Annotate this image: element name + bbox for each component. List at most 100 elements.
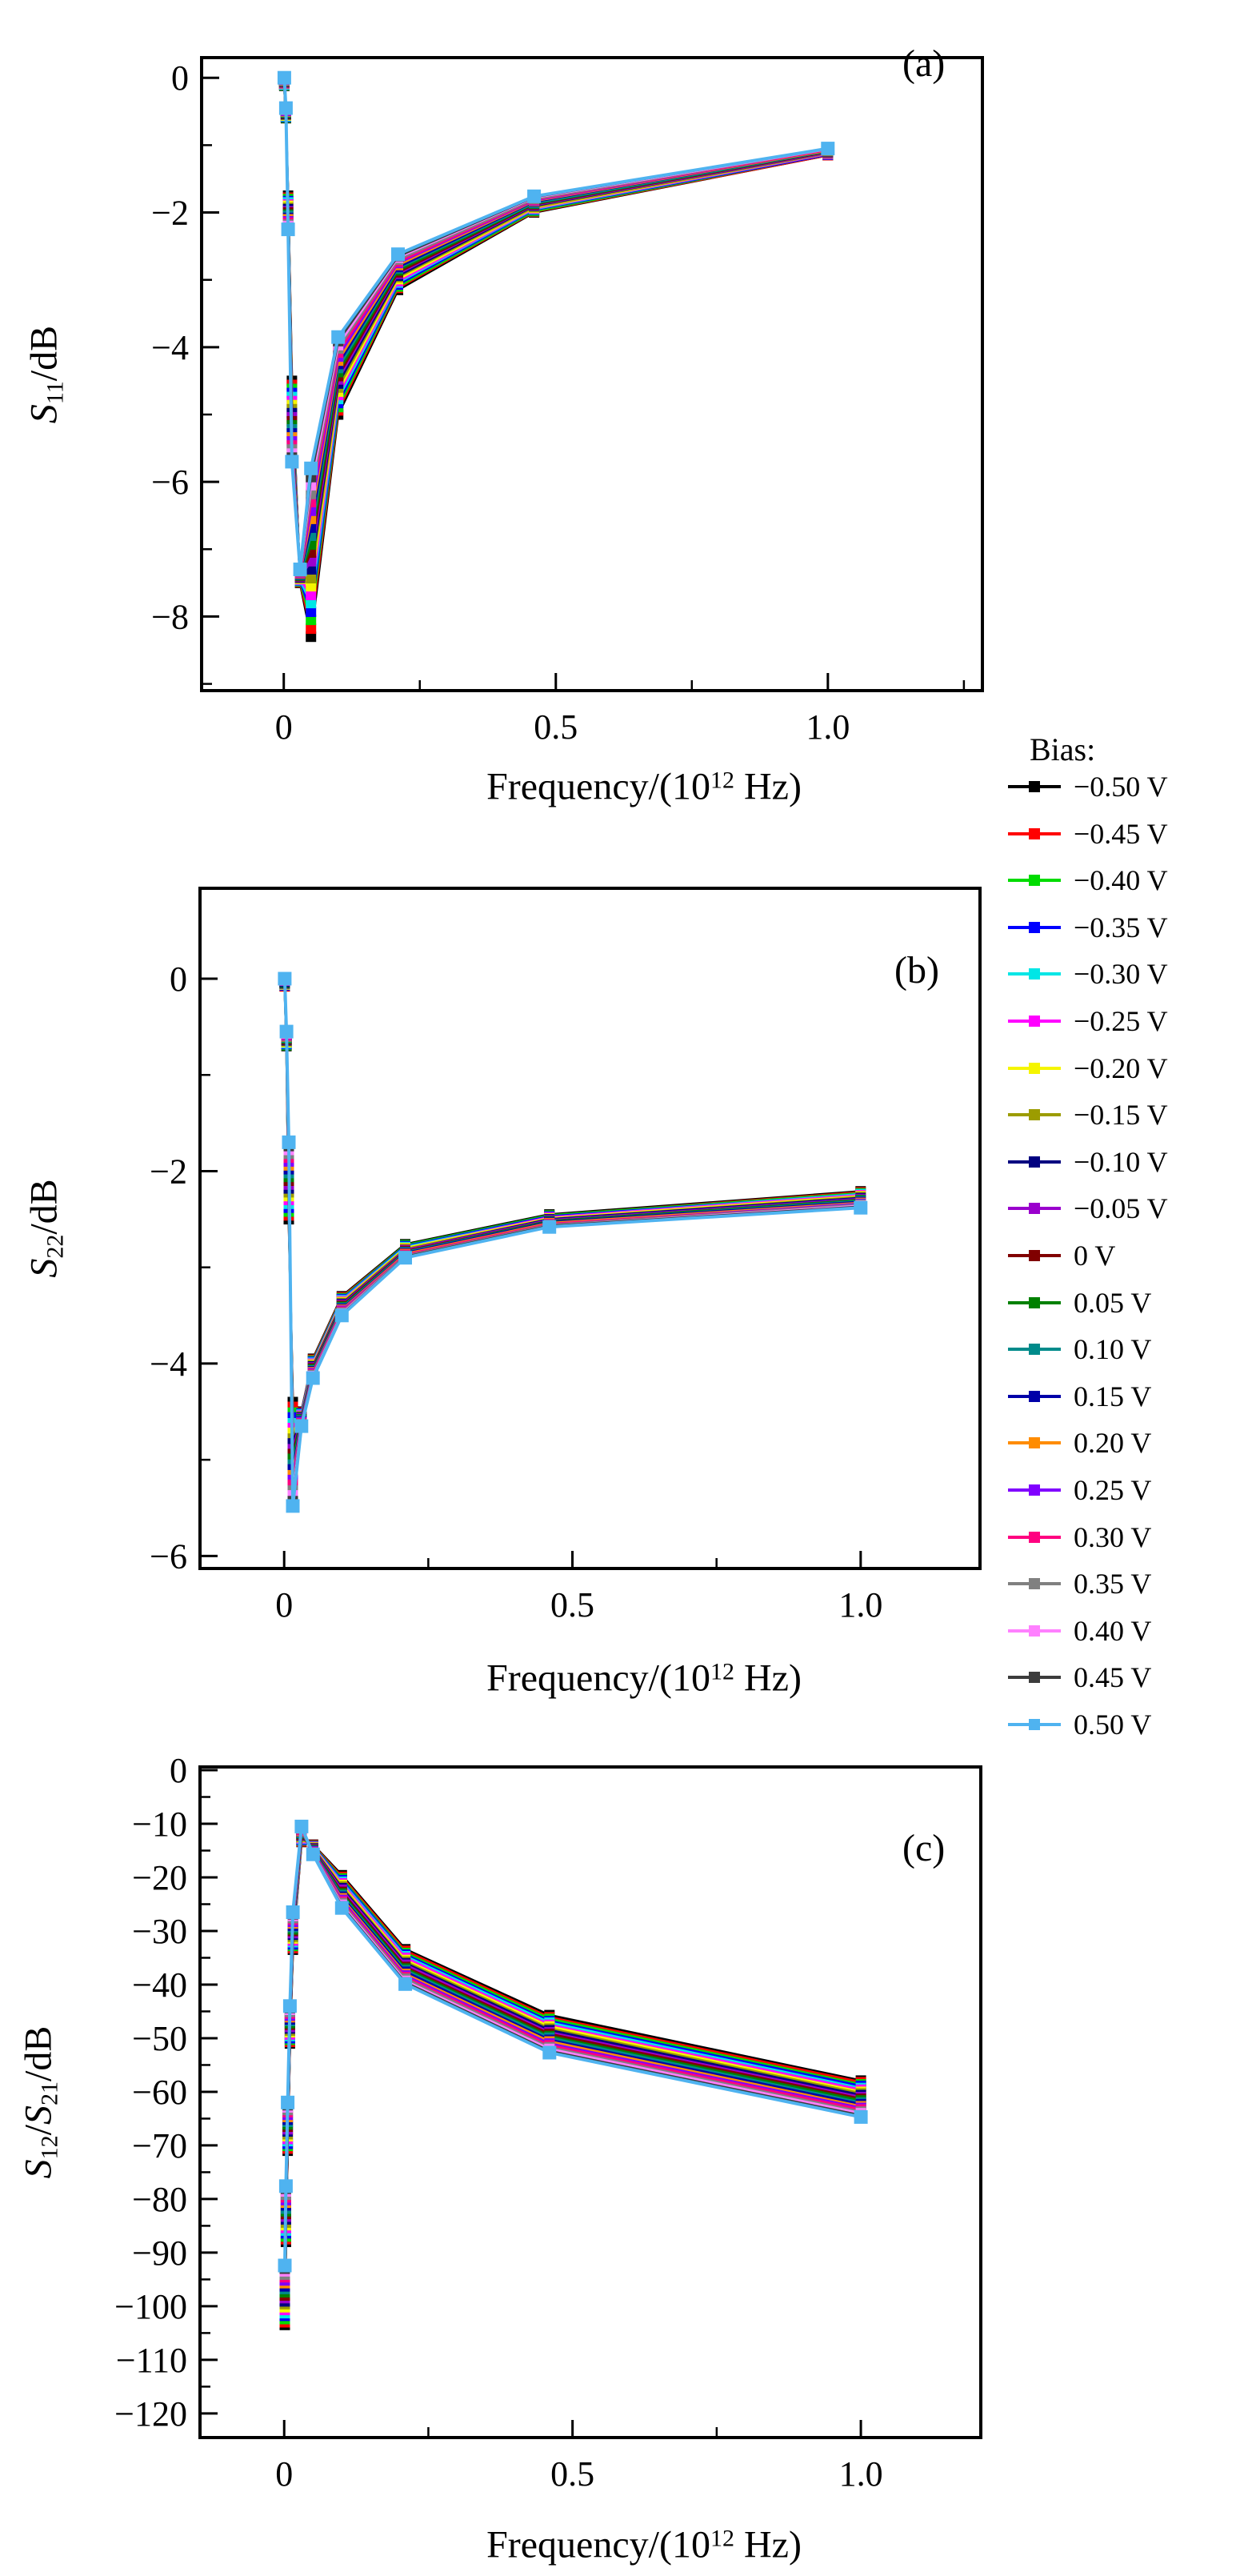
legend-marker-icon xyxy=(1029,1484,1040,1496)
data-point xyxy=(306,607,317,617)
legend-item-label: −0.40 V xyxy=(1074,864,1168,897)
data-point xyxy=(542,2045,557,2060)
series-0.30-V xyxy=(279,975,866,1490)
data-point xyxy=(279,1024,294,1039)
y-tick-label: −20 xyxy=(132,1858,187,1897)
data-point xyxy=(398,1251,412,1265)
legend-item-8: −0.15 V xyxy=(1008,1099,1168,1131)
legend-item-17: 0.30 V xyxy=(1008,1521,1151,1553)
legend-item-label: −0.20 V xyxy=(1074,1052,1168,1084)
ylabel-a-subscript: 11 xyxy=(42,381,69,405)
legend-item-15: 0.20 V xyxy=(1008,1427,1151,1459)
legend-item-1: −0.50 V xyxy=(1008,771,1168,803)
legend-marker-icon xyxy=(1029,1296,1040,1308)
legend-swatch xyxy=(1008,827,1061,841)
series-0.50-V xyxy=(278,972,868,1513)
chart-a: 0 0.5 1.0 0 −2 −4 −6 −8 xyxy=(151,56,984,747)
y-tick-label: −70 xyxy=(132,2126,187,2165)
xlabel-b-post: Hz) xyxy=(734,1657,802,1700)
data-point xyxy=(854,2109,868,2124)
x-axis-label-c: Frequency/(1012 Hz) xyxy=(486,2523,802,2567)
data-point xyxy=(286,1499,300,1513)
axes-ticks-b: 0 0.5 1.0 0 −2 −4 −6 xyxy=(150,959,882,1625)
legend-item-13: 0.10 V xyxy=(1008,1333,1151,1365)
legend-swatch xyxy=(1008,1530,1061,1544)
legend-item-label: −0.35 V xyxy=(1074,911,1168,943)
legend-item-label: −0.25 V xyxy=(1074,1005,1168,1037)
legend-swatch xyxy=(1008,1342,1061,1356)
plot-frame-a xyxy=(200,56,984,692)
data-point xyxy=(306,631,317,643)
y-tick-label: −6 xyxy=(151,463,189,502)
xlabel-c-pre: Frequency/(10 xyxy=(486,2523,710,2566)
xlabel-c-exponent: 12 xyxy=(710,2525,734,2552)
legend-item-label: 0.25 V xyxy=(1074,1474,1152,1506)
x-tick-label: 1.0 xyxy=(838,1585,882,1625)
series-0.20-V xyxy=(279,975,866,1480)
legend-swatch xyxy=(1008,1296,1061,1310)
data-point xyxy=(306,615,317,626)
legend-item-label: 0 V xyxy=(1074,1240,1116,1272)
legend-swatch xyxy=(1008,1155,1061,1169)
legend-item-9: −0.10 V xyxy=(1008,1146,1168,1178)
y-tick-label: 0 xyxy=(171,58,189,98)
legend-item-20: 0.45 V xyxy=(1008,1661,1151,1693)
ylabel-c-slash: / xyxy=(17,2125,60,2136)
legend-marker-icon xyxy=(1029,1625,1040,1637)
y-tick-label: −4 xyxy=(151,328,189,367)
legend-item-16: 0.25 V xyxy=(1008,1474,1151,1506)
legend-marker-icon xyxy=(1029,1016,1040,1027)
y-axis-label-c: S12/S21/dB xyxy=(17,2026,64,2179)
legend-item-label: 0.05 V xyxy=(1074,1286,1152,1319)
legend-item-12: 0.05 V xyxy=(1008,1287,1151,1319)
legend-swatch xyxy=(1008,1624,1061,1638)
x-tick-label: 0.5 xyxy=(550,2454,594,2494)
series-0.45-V xyxy=(279,973,866,1507)
legend-item-11: 0 V xyxy=(1008,1240,1115,1272)
legend-marker-icon xyxy=(1029,1344,1040,1356)
data-point xyxy=(398,1977,413,1991)
data-point xyxy=(277,70,291,85)
data-point xyxy=(306,573,317,583)
legend-marker-icon xyxy=(1029,1719,1040,1730)
legend-item-18: 0.35 V xyxy=(1008,1568,1151,1600)
legend-item-2: −0.45 V xyxy=(1008,818,1168,850)
legend-item-label: −0.50 V xyxy=(1074,771,1168,803)
legend-item-14: 0.15 V xyxy=(1008,1380,1151,1412)
legend-marker-icon xyxy=(1029,1250,1040,1261)
data-point xyxy=(854,1200,868,1215)
ylabel-c-subscript1: 12 xyxy=(36,2135,63,2160)
legend-item-label: 0.15 V xyxy=(1074,1380,1152,1412)
y-tick-label: −2 xyxy=(150,1152,187,1191)
xlabel-a-post: Hz) xyxy=(734,765,802,808)
legend-swatch xyxy=(1008,967,1061,981)
data-point xyxy=(821,142,835,156)
legend-item-label: 0.30 V xyxy=(1074,1520,1152,1553)
x-tick-label: 1.0 xyxy=(806,707,850,747)
legend-item-19: 0.40 V xyxy=(1008,1615,1151,1647)
y-tick-label: −60 xyxy=(132,2073,187,2112)
y-tick-label: −4 xyxy=(150,1344,187,1384)
data-point xyxy=(306,598,317,609)
legend-swatch xyxy=(1008,1108,1061,1122)
legend-swatch xyxy=(1008,920,1061,935)
data-point xyxy=(278,2179,293,2193)
y-tick-label: −100 xyxy=(114,2287,187,2326)
axes-ticks-a: 0 0.5 1.0 0 −2 −4 −6 −8 xyxy=(151,58,966,747)
data-point xyxy=(391,247,405,262)
ylabel-a-unit: /dB xyxy=(22,325,66,382)
xlabel-c-post: Hz) xyxy=(734,2523,802,2566)
data-point xyxy=(306,590,317,600)
legend-swatch xyxy=(1008,779,1061,794)
legend-marker-icon xyxy=(1029,875,1040,887)
xlabel-a-exponent: 12 xyxy=(710,767,734,794)
data-point xyxy=(331,330,346,344)
legend-swatch xyxy=(1008,1483,1061,1497)
legend-swatch xyxy=(1008,1717,1061,1732)
legend-item-label: 0.10 V xyxy=(1074,1333,1152,1366)
legend-swatch xyxy=(1008,873,1061,887)
x-tick-label: 0 xyxy=(275,707,293,747)
legend: Bias: −0.50 V −0.45 V −0.40 V −0.35 V −0.30 … xyxy=(1000,724,1256,1757)
